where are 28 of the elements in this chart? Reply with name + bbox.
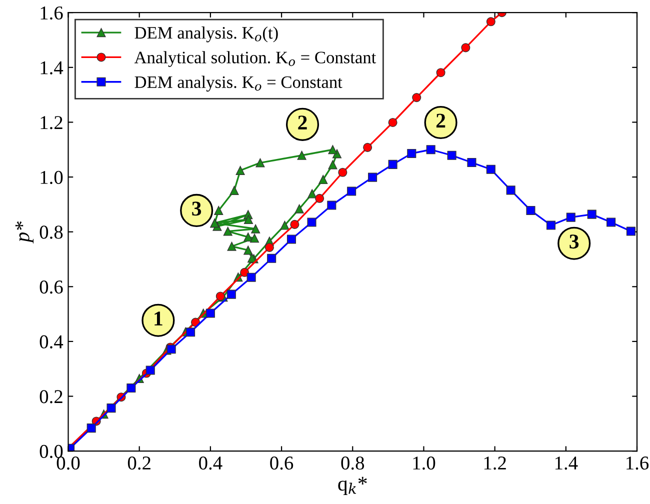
y-tick-label: 0.2 <box>40 390 62 404</box>
x-tick-label: 0.6 <box>270 456 294 470</box>
y-tick-label: 0.8 <box>40 226 63 239</box>
x-tick-label: 0.8 <box>341 456 364 470</box>
y-tick-label: 0.6 <box>40 280 63 294</box>
x-tick-label: 1.0 <box>413 456 436 470</box>
annotation: 2 <box>298 116 307 130</box>
x-tick-label: 1.4 <box>555 456 578 470</box>
x-tick-label: 0.0 <box>56 456 80 470</box>
legend-label: Analytical solution. K$_{o}$ = Constant <box>134 51 376 67</box>
annotation: 2 <box>436 114 446 128</box>
y-tick-label: 1.0 <box>40 170 63 184</box>
y-tick-label: 1.2 <box>40 116 62 130</box>
x-tick-label: 1.2 <box>484 456 506 470</box>
x-tick-label: 1.6 <box>626 456 649 470</box>
y-tick-label: 0.4 <box>40 335 64 348</box>
y-tick-label: 1.6 <box>40 6 63 20</box>
annotation: 1 <box>154 312 162 326</box>
x-tick-label: 0.2 <box>128 456 150 470</box>
x-axis-title: q$_{k}$* <box>338 476 367 495</box>
x-tick-label: 0.4 <box>199 456 222 470</box>
annotation: 3 <box>192 202 202 216</box>
y-axis-title: p* <box>15 221 34 244</box>
y-tick-label: 1.4 <box>40 61 64 74</box>
legend-label: DEM analysis. K$_{o}$ = Constant <box>134 76 342 92</box>
legend-label: DEM analysis. K$_{o}$(t) <box>134 26 278 42</box>
annotation: 3 <box>570 234 579 249</box>
y-tick-label: 0.0 <box>40 444 63 458</box>
